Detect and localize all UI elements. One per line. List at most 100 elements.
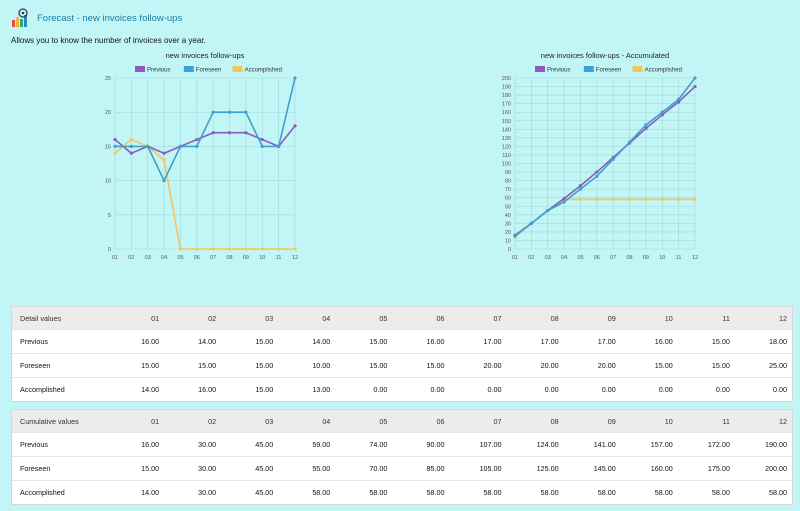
- table-row-label: Previous: [12, 329, 107, 354]
- y-tick-label: 140: [502, 127, 511, 133]
- data-point-accomplished[interactable]: [644, 197, 648, 202]
- data-point-foreseen[interactable]: [260, 144, 264, 148]
- data-point-foreseen[interactable]: [195, 144, 199, 148]
- data-point-previous[interactable]: [211, 131, 215, 135]
- table-cell: 45.00: [221, 480, 279, 504]
- data-point-previous[interactable]: [644, 126, 648, 131]
- data-point-accomplished[interactable]: [277, 247, 281, 251]
- data-point-previous[interactable]: [113, 137, 117, 142]
- data-point-accomplished[interactable]: [578, 197, 583, 202]
- data-point-accomplished[interactable]: [244, 247, 248, 251]
- data-point-previous[interactable]: [578, 184, 583, 188]
- data-point-foreseen[interactable]: [129, 144, 133, 148]
- table-cell: 190.00: [734, 432, 792, 457]
- data-point-accomplished[interactable]: [693, 197, 697, 202]
- data-point-previous[interactable]: [227, 131, 232, 135]
- data-point-foreseen[interactable]: [178, 144, 183, 148]
- data-point-previous[interactable]: [677, 100, 681, 104]
- data-point-accomplished[interactable]: [627, 197, 632, 202]
- data-point-accomplished[interactable]: [195, 247, 199, 251]
- data-point-foreseen[interactable]: [660, 110, 664, 114]
- data-point-foreseen[interactable]: [627, 140, 632, 144]
- data-point-foreseen[interactable]: [529, 221, 533, 225]
- legend-label[interactable]: Accomplished: [645, 68, 682, 74]
- y-tick-label: 200: [502, 76, 511, 82]
- data-point-accomplished[interactable]: [611, 197, 615, 202]
- legend-swatch[interactable]: [232, 66, 243, 72]
- legend-swatch[interactable]: [632, 66, 643, 72]
- table-cell: 0.00: [335, 377, 393, 401]
- data-point-previous[interactable]: [162, 151, 166, 155]
- legend-swatch[interactable]: [583, 66, 594, 72]
- table-cell: 90.00: [392, 432, 450, 457]
- data-point-accomplished[interactable]: [293, 247, 297, 251]
- data-point-accomplished[interactable]: [660, 197, 664, 202]
- table-cell: 58.00: [734, 480, 792, 504]
- table-cell: 59.00: [278, 432, 336, 457]
- data-point-previous[interactable]: [595, 170, 599, 174]
- page-title[interactable]: Forecast - new invoices follow-ups: [37, 12, 183, 24]
- data-point-foreseen[interactable]: [562, 200, 566, 204]
- legend-label[interactable]: Foreseen: [596, 68, 621, 74]
- data-point-foreseen[interactable]: [677, 97, 681, 101]
- data-point-previous[interactable]: [693, 84, 697, 89]
- legend-swatch[interactable]: [183, 66, 194, 72]
- legend-swatch[interactable]: [535, 66, 545, 72]
- y-tick-label: 10: [105, 179, 111, 185]
- y-tick-label: 20: [105, 110, 111, 116]
- data-point-accomplished[interactable]: [677, 197, 681, 202]
- table-cell: 58.00: [392, 480, 450, 504]
- data-point-previous[interactable]: [244, 131, 248, 135]
- y-tick-label: 90: [505, 170, 511, 176]
- data-point-accomplished[interactable]: [129, 137, 133, 142]
- data-point-accomplished[interactable]: [227, 247, 232, 251]
- legend-label[interactable]: Foreseen: [196, 68, 221, 74]
- data-point-previous[interactable]: [195, 137, 199, 142]
- table-cell: 107.00: [449, 432, 507, 457]
- data-point-accomplished[interactable]: [595, 197, 599, 202]
- x-tick-label: 05: [577, 255, 583, 261]
- data-point-previous[interactable]: [293, 124, 297, 128]
- x-tick-label: 09: [643, 255, 649, 261]
- chart-title: new invoices follow-ups - Accumulated: [541, 51, 669, 60]
- table-column-header: 03: [221, 307, 279, 330]
- data-point-previous[interactable]: [562, 196, 566, 201]
- data-point-previous[interactable]: [660, 113, 664, 117]
- legend-label[interactable]: Previous: [147, 68, 170, 74]
- data-point-accomplished[interactable]: [178, 247, 183, 251]
- y-tick-label: 150: [502, 119, 511, 125]
- table-cell: 0.00: [563, 377, 621, 401]
- legend-label[interactable]: Previous: [547, 68, 570, 74]
- data-point-foreseen[interactable]: [693, 76, 697, 80]
- table-cell: 17.00: [506, 329, 564, 354]
- table-cell: 16.00: [107, 432, 165, 457]
- data-point-foreseen[interactable]: [113, 144, 117, 148]
- data-point-foreseen[interactable]: [513, 234, 517, 238]
- legend-swatch[interactable]: [135, 66, 145, 72]
- data-point-foreseen[interactable]: [211, 110, 215, 114]
- data-point-foreseen[interactable]: [146, 144, 150, 148]
- data-point-previous[interactable]: [129, 151, 133, 155]
- data-point-accomplished[interactable]: [113, 151, 117, 155]
- data-point-foreseen[interactable]: [162, 179, 166, 183]
- legend-label[interactable]: Accomplished: [245, 68, 282, 74]
- data-point-foreseen[interactable]: [578, 187, 583, 191]
- data-point-accomplished[interactable]: [260, 247, 264, 251]
- x-tick-label: 03: [545, 255, 551, 261]
- data-point-foreseen[interactable]: [611, 157, 615, 161]
- page-description: Allows you to know the number of invoice…: [11, 36, 206, 45]
- data-point-foreseen[interactable]: [293, 76, 297, 80]
- data-point-foreseen[interactable]: [227, 110, 232, 114]
- data-point-foreseen[interactable]: [595, 174, 599, 178]
- table-cell: 15.00: [221, 377, 279, 401]
- data-point-foreseen[interactable]: [644, 123, 648, 127]
- data-point-foreseen[interactable]: [277, 144, 281, 148]
- y-tick-label: 160: [502, 110, 511, 116]
- data-point-foreseen[interactable]: [546, 208, 550, 213]
- table-column-header: 05: [335, 307, 393, 330]
- data-point-accomplished[interactable]: [162, 158, 166, 162]
- x-tick-label: 02: [528, 255, 534, 261]
- data-point-foreseen[interactable]: [244, 110, 248, 114]
- data-point-accomplished[interactable]: [211, 247, 215, 251]
- data-point-previous[interactable]: [260, 137, 264, 142]
